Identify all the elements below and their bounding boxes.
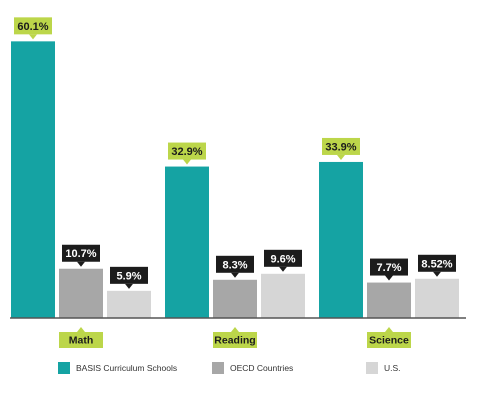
- value-label-box: [14, 17, 52, 35]
- value-labels-layer: 60.1% 10.7% 5.9% 32.9% 8.3% 9.6% 33.9% 7.7% 8.52…: [14, 17, 456, 289]
- legend-item-basis-curriculum-schools: BASIS Curriculum Schools: [58, 362, 177, 374]
- value-label-math-oecd-countries: 10.7%: [62, 244, 100, 267]
- value-label-text: 5.9%: [116, 270, 141, 282]
- bar-reading-u-s: [261, 273, 305, 318]
- value-label-reading-u-s: 9.6%: [264, 249, 302, 272]
- value-label-reading-basis-curriculum-schools: 32.9%: [168, 142, 206, 165]
- category-label-box: [59, 332, 103, 348]
- legend-swatch: [366, 362, 378, 374]
- value-label-science-oecd-countries: 7.7%: [370, 258, 408, 281]
- value-label-pointer: [29, 34, 37, 40]
- value-label-box: [168, 142, 206, 160]
- bar-reading-oecd-countries: [213, 279, 257, 318]
- category-label-box: [213, 332, 257, 348]
- value-label-pointer: [183, 159, 191, 165]
- bar-math-u-s: [107, 290, 151, 318]
- legend: BASIS Curriculum Schools OECD Countries U.…: [58, 362, 401, 374]
- category-label-box: [367, 332, 411, 348]
- value-label-pointer: [337, 154, 345, 160]
- value-label-box: [216, 255, 254, 273]
- bar-science-u-s: [415, 278, 459, 318]
- value-label-text: 33.9%: [325, 141, 356, 153]
- value-label-box: [62, 244, 100, 262]
- value-label-science-u-s: 8.52%: [418, 254, 456, 277]
- category-label-pointer: [231, 327, 239, 332]
- value-label-pointer: [279, 266, 287, 272]
- value-label-pointer: [231, 272, 239, 278]
- value-label-pointer: [77, 261, 85, 267]
- value-label-reading-oecd-countries: 8.3%: [216, 255, 254, 278]
- legend-item-oecd-countries: OECD Countries: [212, 362, 293, 374]
- value-label-text: 10.7%: [65, 248, 96, 260]
- bars-layer: [11, 41, 459, 318]
- value-label-box: [322, 137, 360, 155]
- value-label-text: 7.7%: [376, 262, 401, 274]
- legend-swatch: [58, 362, 70, 374]
- legend-label: U.S.: [384, 363, 401, 373]
- bar-math-basis-curriculum-schools: [11, 41, 55, 318]
- value-label-text: 8.52%: [421, 258, 452, 270]
- category-label-pointer: [77, 327, 85, 332]
- value-label-box: [264, 249, 302, 267]
- value-label-box: [110, 266, 148, 284]
- value-label-text: 9.6%: [270, 253, 295, 265]
- legend-label: OECD Countries: [230, 363, 293, 373]
- category-label-text: Reading: [214, 335, 255, 347]
- value-label-box: [418, 254, 456, 272]
- legend-label: BASIS Curriculum Schools: [76, 363, 177, 373]
- legend-item-u-s: U.S.: [366, 362, 401, 374]
- category-label-pointer: [385, 327, 393, 332]
- category-label-math: Math: [59, 327, 103, 348]
- value-label-box: [370, 258, 408, 276]
- category-label-science: Science: [367, 327, 411, 348]
- value-label-pointer: [125, 283, 133, 289]
- value-label-pointer: [385, 275, 393, 281]
- category-label-reading: Reading: [213, 327, 257, 348]
- bar-math-oecd-countries: [59, 268, 103, 318]
- value-label-science-basis-curriculum-schools: 33.9%: [322, 137, 360, 160]
- value-label-math-u-s: 5.9%: [110, 266, 148, 289]
- category-label-text: Math: [69, 335, 94, 347]
- legend-swatch: [212, 362, 224, 374]
- value-label-text: 60.1%: [17, 21, 48, 33]
- category-labels-layer: Math Reading Science: [59, 327, 411, 348]
- bar-reading-basis-curriculum-schools: [165, 166, 209, 318]
- value-label-pointer: [433, 271, 441, 277]
- value-label-text: 32.9%: [171, 146, 202, 158]
- value-label-math-basis-curriculum-schools: 60.1%: [14, 17, 52, 40]
- bar-science-oecd-countries: [367, 282, 411, 318]
- category-label-text: Science: [369, 335, 409, 347]
- bar-science-basis-curriculum-schools: [319, 161, 363, 318]
- value-label-text: 8.3%: [222, 259, 247, 271]
